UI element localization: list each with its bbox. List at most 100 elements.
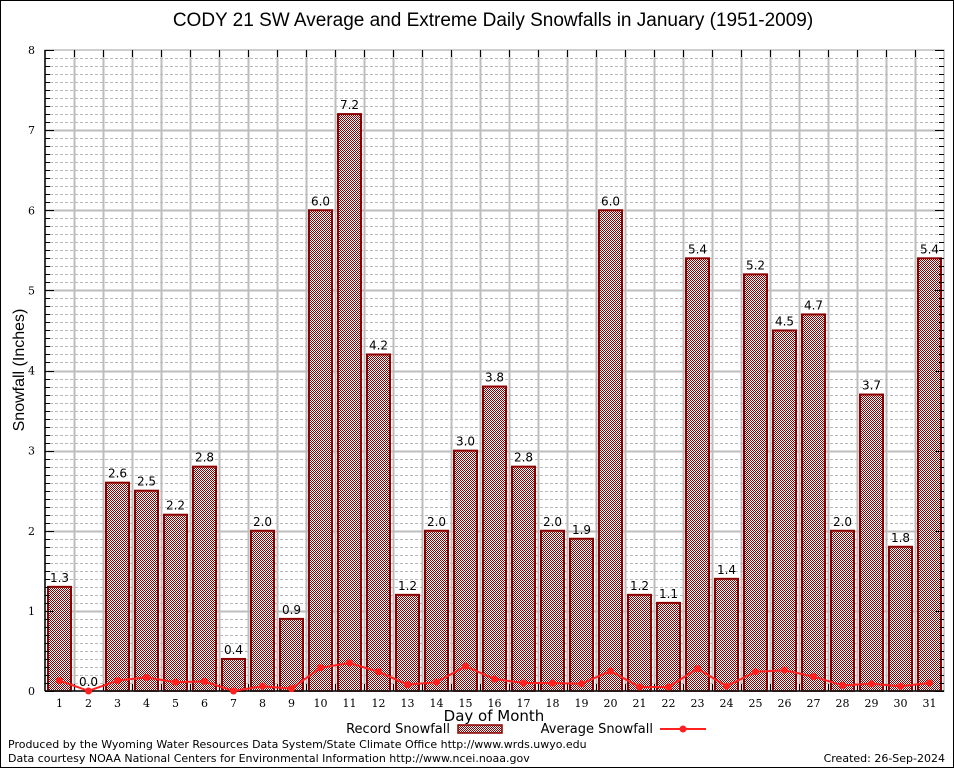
chart-title: CODY 21 SW Average and Extreme Daily Sno…: [173, 10, 813, 31]
bar-record-day-18: [540, 529, 565, 692]
x-tick-label: 23: [691, 697, 705, 710]
bar-value-label: 2.8: [195, 451, 214, 465]
average-point-day-25: [752, 668, 759, 676]
x-tick-label: 20: [604, 697, 618, 710]
legend-average-label: Average Snowfall: [541, 722, 653, 737]
average-point-day-26: [781, 666, 788, 674]
bar-value-label: 2.0: [543, 515, 562, 529]
legend: Record Snowfall Average Snowfall: [346, 722, 706, 737]
y-tick-label: 1: [28, 605, 35, 618]
bar-record-day-17: [511, 465, 536, 692]
x-tick-label: 6: [201, 697, 208, 710]
average-point-day-30: [897, 682, 904, 690]
bar-record-day-5: [163, 513, 188, 692]
bar-record-day-25: [743, 273, 768, 692]
bar-record-day-23: [685, 257, 710, 692]
bar-value-label: 0.0: [79, 675, 98, 689]
bar-record-day-3: [105, 481, 130, 692]
average-point-day-2: [85, 687, 92, 695]
average-point-day-11: [346, 659, 353, 667]
bar-record-day-21: [627, 593, 652, 692]
bar-record-day-8: [250, 529, 275, 692]
bar-value-label: 6.0: [601, 194, 620, 208]
average-point-day-4: [143, 673, 150, 681]
y-tick-label: 3: [28, 445, 35, 458]
x-tick-label: 3: [114, 697, 121, 710]
bar-value-label: 3.8: [485, 371, 504, 385]
bar-value-label: 1.8: [891, 531, 910, 545]
bar-value-label: 5.4: [920, 242, 939, 256]
legend-record-label: Record Snowfall: [346, 722, 450, 737]
bar-value-label: 0.4: [224, 643, 243, 657]
average-point-day-23: [694, 665, 701, 673]
x-tick-label: 17: [517, 697, 531, 710]
bar-record-day-11: [337, 113, 362, 693]
average-point-day-7: [230, 687, 237, 695]
average-point-day-14: [433, 678, 440, 686]
bar-record-day-19: [569, 537, 594, 693]
bar-value-label: 4.2: [369, 338, 388, 352]
average-point-day-17: [520, 679, 527, 687]
x-tick-label: 25: [749, 697, 763, 710]
bar-value-label: 1.1: [659, 587, 678, 601]
bar-value-label: 6.0: [311, 194, 330, 208]
bar-value-label: 1.3: [50, 571, 69, 585]
x-tick-label: 15: [459, 697, 473, 710]
x-tick-label: 9: [288, 697, 295, 710]
y-tick-label: 8: [28, 44, 35, 57]
x-tick-label: 14: [430, 697, 444, 710]
x-tick-label: 27: [807, 697, 821, 710]
bar-record-day-15: [453, 449, 478, 692]
x-tick-label: 24: [720, 697, 734, 710]
average-point-day-28: [839, 681, 846, 689]
average-point-day-22: [665, 683, 672, 691]
x-tick-label: 7: [230, 697, 237, 710]
bar-record-day-9: [279, 617, 304, 693]
bar-value-label: 3.0: [456, 435, 475, 449]
x-tick-label: 31: [923, 697, 937, 710]
bar-value-label: 2.6: [108, 467, 127, 481]
x-tick-label: 18: [546, 697, 560, 710]
y-axis-label: Snowfall (Inches): [11, 309, 28, 432]
average-line: [56, 659, 933, 695]
bar-value-label: 1.4: [717, 563, 736, 577]
x-tick-label: 11: [343, 697, 357, 710]
bar-record-day-14: [424, 529, 449, 692]
bar-value-label: 5.2: [746, 258, 765, 272]
y-tick-label: 7: [28, 124, 35, 137]
average-point-day-20: [607, 667, 614, 675]
x-tick-label: 26: [778, 697, 792, 710]
x-tick-label: 10: [314, 697, 328, 710]
bar-value-label: 2.8: [514, 451, 533, 465]
bar-value-label: 1.9: [572, 523, 591, 537]
x-tick-label: 21: [633, 697, 647, 710]
bar-value-label: 1.2: [630, 579, 649, 593]
bar-record-day-4: [134, 489, 159, 692]
x-tick-label: 12: [372, 697, 386, 710]
average-point-day-6: [201, 677, 208, 685]
x-tick-label: 1: [56, 697, 63, 710]
bar-value-label: 3.7: [862, 379, 881, 393]
bar-record-day-31: [917, 257, 942, 692]
bar-record-day-13: [395, 593, 420, 692]
bar-value-label: 1.2: [398, 579, 417, 593]
average-point-day-31: [926, 679, 933, 687]
x-tick-label: 2: [85, 697, 92, 710]
average-point-day-16: [491, 675, 498, 683]
bar-record-day-24: [714, 577, 739, 693]
bar-value-label: 4.5: [775, 314, 794, 328]
bar-record-day-16: [482, 385, 507, 692]
footer-created: Created: 26-Sep-2024: [824, 752, 945, 765]
average-point-day-12: [375, 668, 382, 676]
labels: 1.3 0.0 2.6 2.5 2.2 2.8 0.4 2.0 0.9 6.0 7.2 4.2 1.2 2…: [28, 44, 939, 710]
average-point-day-1: [56, 677, 63, 685]
legend-record-swatch: [457, 724, 503, 734]
average-point-day-29: [868, 680, 875, 688]
x-axis-label: Day of Month: [444, 707, 545, 725]
average-point-day-24: [723, 682, 730, 690]
bar-record-day-10: [308, 209, 333, 692]
average-point-day-19: [578, 680, 585, 688]
x-tick-label: 8: [259, 697, 266, 710]
bar-record-day-20: [598, 209, 623, 692]
